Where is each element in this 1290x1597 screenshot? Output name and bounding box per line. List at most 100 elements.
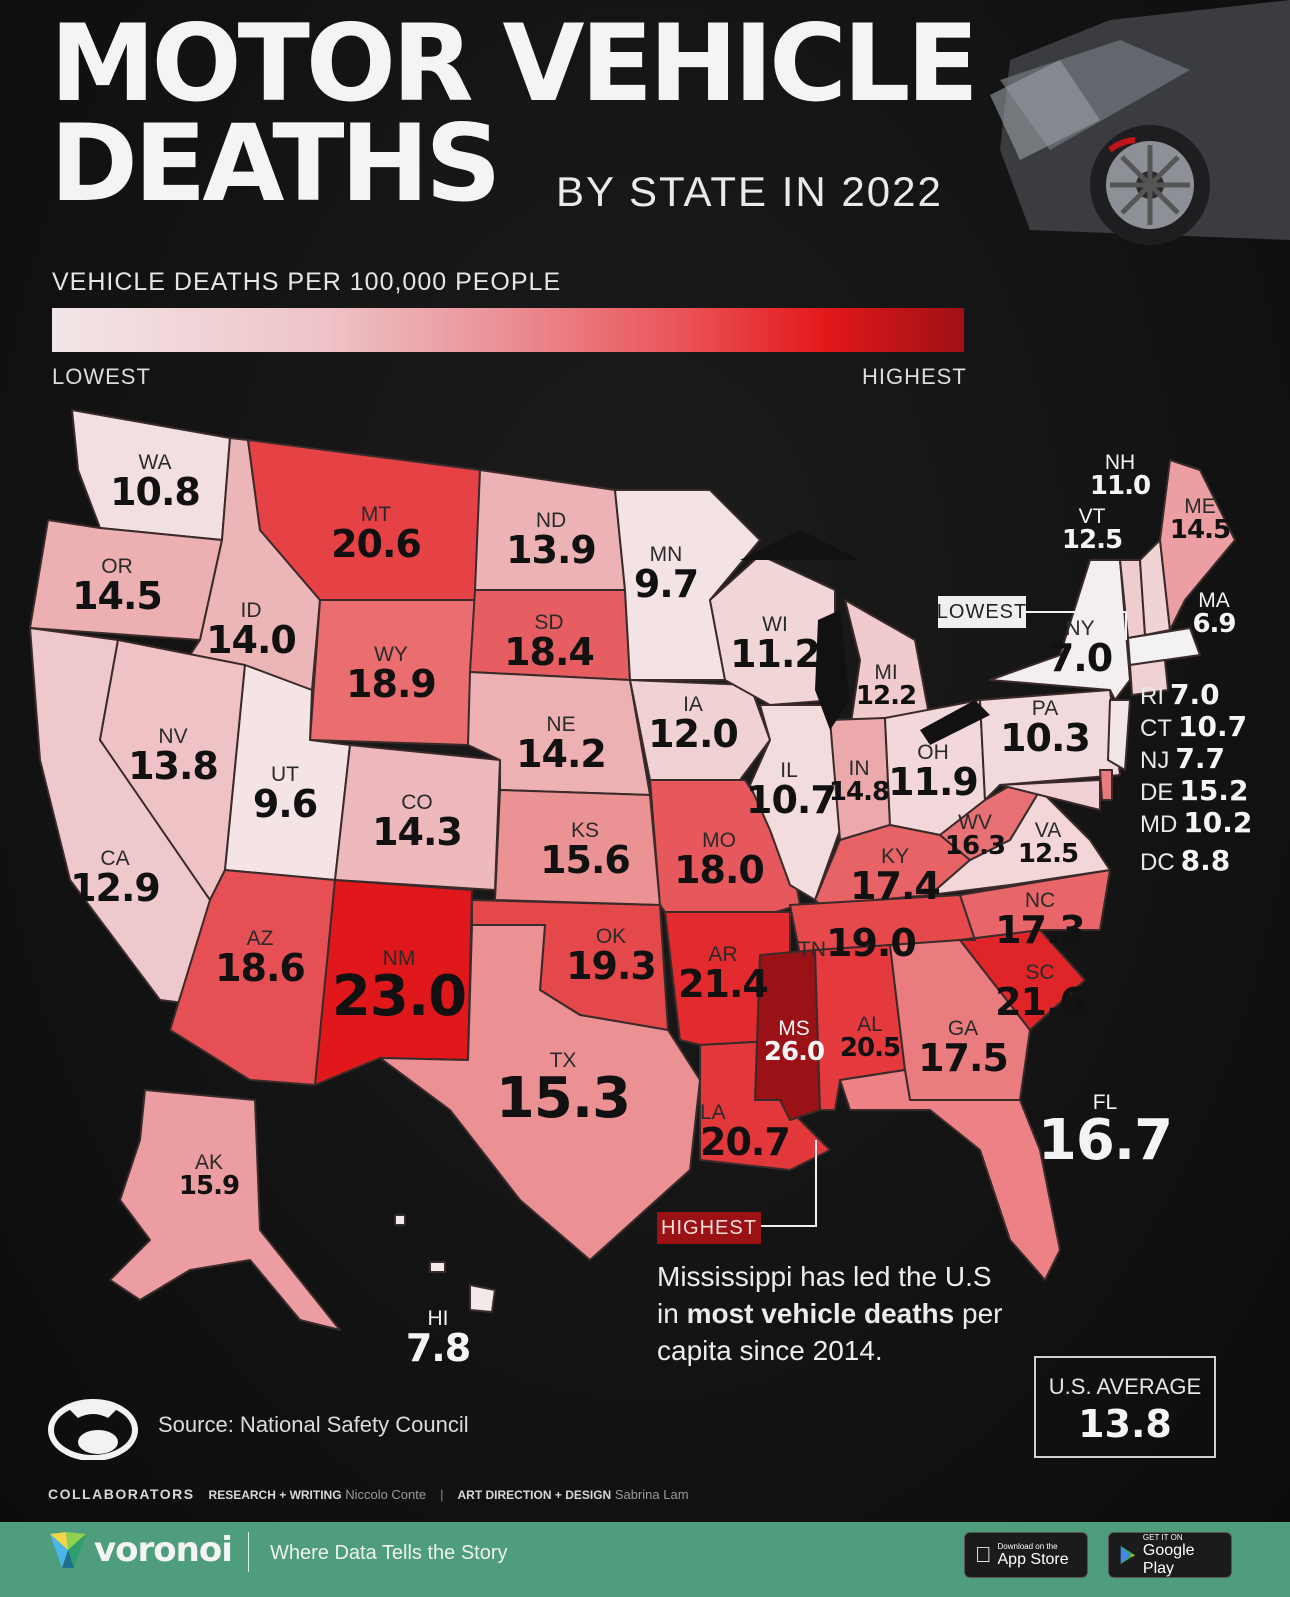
- collaborators-line: COLLABORATORS RESEARCH + WRITING Niccolo…: [48, 1486, 689, 1502]
- label-ME: ME 14.5: [1169, 495, 1231, 545]
- us-average-label: U.S. AVERAGE: [1048, 1374, 1202, 1399]
- label-FL: FL 16.7: [1037, 1091, 1173, 1173]
- label-OR: OR 14.5: [72, 555, 163, 618]
- label-NM: NM 23.0: [331, 947, 467, 1029]
- lowest-callout-line: [1026, 611, 1127, 640]
- ne-row-RI: RI 7.0: [1140, 678, 1220, 711]
- label-MA: MA 6.9: [1192, 589, 1236, 639]
- google-play-small-text: GET IT ON: [1142, 1532, 1183, 1542]
- subtitle: BY STATE IN 2022: [556, 168, 943, 215]
- label-OH: OH 11.9: [888, 741, 979, 804]
- voronoi-logo-icon: [50, 1532, 86, 1568]
- label-IA: IA 12.0: [648, 693, 739, 756]
- ne-row-NJ: NJ 7.7: [1140, 742, 1225, 775]
- label-IN: IN 14.8: [828, 757, 890, 807]
- state-AK: [109, 1089, 341, 1331]
- source-text: Source: National Safety Council: [158, 1412, 469, 1437]
- label-WI: WI 11.2: [730, 613, 821, 676]
- label-KS: KS 15.6: [540, 819, 631, 882]
- label-NC: NC 17.3: [995, 889, 1086, 952]
- label-KY: KY 17.4: [850, 845, 941, 908]
- legend-low-label: LOWEST: [52, 364, 151, 389]
- ne-row-CT: CT 10.7: [1140, 710, 1248, 743]
- label-PA: PA 10.3: [1000, 697, 1091, 760]
- state-HI-2: [429, 1261, 446, 1273]
- label-MT: MT 20.6: [331, 503, 422, 566]
- label-WV: WV 16.3: [944, 811, 1006, 861]
- mississippi-note: Mississippi has led the U.S in most vehi…: [657, 1258, 1017, 1369]
- ne-row-MD: MD 10.2: [1140, 806, 1253, 839]
- title-line-2: DEATHS: [50, 102, 502, 225]
- state-PA: [979, 689, 1121, 801]
- label-TN: TN 19.0: [798, 921, 917, 965]
- state-ME: [1159, 459, 1236, 631]
- lake-erie: [920, 700, 990, 745]
- design-name: Sabrina Lam: [614, 1487, 689, 1502]
- lake-superior: [740, 530, 860, 560]
- note-text-2: per capita since 2014.: [657, 1298, 1003, 1366]
- label-IL: IL 10.7: [746, 759, 837, 822]
- label-HI: HI 7.8: [405, 1307, 471, 1370]
- state-FL: [839, 1069, 1061, 1281]
- us-choropleth-map: WA 10.8 OR 14.5 CA 12.9 ID 14.0 NV 13.8 MT 20.…: [0, 400, 1290, 1400]
- label-WY: WY 18.9: [346, 643, 437, 706]
- collaborators-heading: COLLABORATORS: [48, 1486, 195, 1502]
- note-text-bold: most vehicle deaths: [686, 1298, 955, 1329]
- label-AR: AR 21.4: [678, 943, 769, 1006]
- research-name: Niccolo Conte: [345, 1487, 427, 1502]
- state-HI-3: [394, 1214, 406, 1226]
- label-MS: MS 26.0: [763, 1017, 825, 1067]
- footer-tagline: Where Data Tells the Story: [270, 1542, 508, 1564]
- label-CA: CA 12.9: [70, 847, 161, 910]
- lowest-callout-tag: LOWEST: [937, 596, 1026, 628]
- label-LA: LA 20.7: [700, 1101, 791, 1164]
- state-TX: [379, 924, 701, 1261]
- title-line-1: MOTOR VEHICLE: [50, 2, 979, 125]
- label-MN: MN 9.7: [633, 543, 699, 606]
- label-NY: NY 7.0: [1047, 617, 1113, 680]
- page-title: MOTOR VEHICLE DEATHS: [50, 2, 979, 225]
- highest-callout-line: [761, 1140, 817, 1227]
- label-AL: AL 20.5: [839, 1013, 901, 1063]
- state-MD: [999, 779, 1101, 811]
- apple-icon: : [975, 1542, 992, 1568]
- legend-label: VEHICLE DEATHS PER 100,000 PEOPLE: [52, 268, 562, 296]
- label-VA: VA 12.5: [1017, 819, 1079, 869]
- ne-row-DC: DC 8.8: [1140, 844, 1231, 877]
- state-IA: [629, 679, 771, 781]
- collaborators-separator: |: [440, 1487, 444, 1502]
- footer-bar: voronoi Where Data Tells the Story  Dow…: [0, 1522, 1290, 1597]
- label-MI: MI 12.2: [855, 661, 917, 711]
- voronoi-brand: voronoi: [94, 1530, 233, 1570]
- app-store-button[interactable]:  Download on the App Store: [964, 1532, 1088, 1578]
- label-TX: TX 15.3: [495, 1049, 631, 1131]
- label-SD: SD 18.4: [504, 611, 595, 674]
- state-MA: [1127, 627, 1201, 666]
- legend-high-label: HIGHEST: [862, 364, 967, 389]
- label-WA: WA 10.8: [110, 451, 201, 514]
- northeast-small-states-list: RI 7.0 CT 10.7 NJ 7.7 DE 15.2 MD 10.2 DC 8.8: [1140, 678, 1253, 877]
- state-NJ: [1107, 699, 1131, 771]
- legend-gradient-bar: [52, 308, 964, 352]
- label-AK: AK 15.9: [178, 1151, 240, 1201]
- highest-callout-tag: HIGHEST: [657, 1212, 761, 1244]
- voronoi-logo[interactable]: voronoi: [48, 1530, 233, 1570]
- map-shapes: [29, 409, 1236, 1331]
- google-play-button[interactable]: GET IT ON Google Play: [1108, 1532, 1232, 1578]
- ne-row-DE: DE 15.2: [1140, 774, 1249, 807]
- label-AZ: AZ 18.6: [215, 927, 306, 990]
- state-DE: [1099, 769, 1113, 801]
- google-play-icon: [1120, 1546, 1136, 1564]
- label-GA: GA 17.5: [918, 1017, 1009, 1080]
- label-ND: ND 13.9: [506, 509, 597, 572]
- visual-capitalist-logo-icon: [48, 1396, 138, 1461]
- label-UT: UT 9.6: [252, 763, 318, 826]
- label-CO: CO 14.3: [372, 791, 463, 854]
- us-average-value: 13.8: [1078, 1402, 1172, 1446]
- label-NH: NH 11.0: [1089, 451, 1151, 501]
- google-play-big-text: Google Play: [1142, 1541, 1195, 1577]
- us-average-box: U.S. AVERAGE 13.8: [1034, 1356, 1216, 1458]
- label-NV: NV 13.8: [128, 725, 219, 788]
- label-NE: NE 14.2: [516, 713, 607, 776]
- research-role: RESEARCH + WRITING: [208, 1488, 342, 1502]
